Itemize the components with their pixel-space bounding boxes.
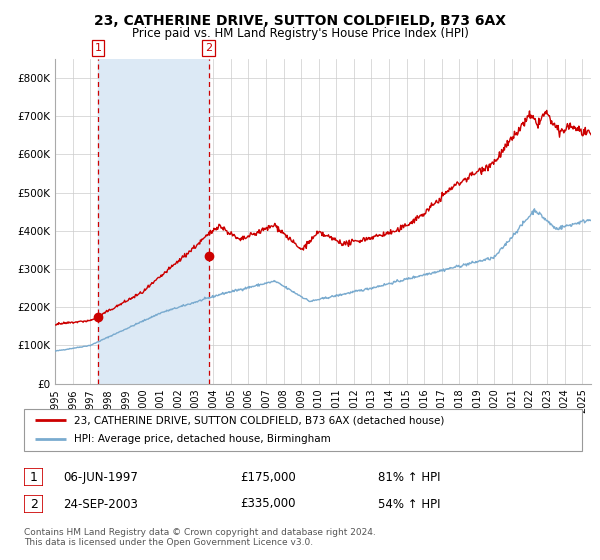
Text: 23, CATHERINE DRIVE, SUTTON COLDFIELD, B73 6AX: 23, CATHERINE DRIVE, SUTTON COLDFIELD, B… [94, 14, 506, 28]
Bar [98, 59, 209, 384]
Text: 1: 1 [29, 470, 38, 484]
Text: This data is licensed under the Open Government Licence v3.0.: This data is licensed under the Open Gov… [24, 538, 313, 547]
FancyBboxPatch shape [24, 495, 43, 513]
Text: HPI: Average price, detached house, Birmingham: HPI: Average price, detached house, Birm… [74, 435, 331, 445]
Text: 2: 2 [29, 497, 38, 511]
Text: £175,000: £175,000 [240, 470, 296, 484]
Text: £335,000: £335,000 [240, 497, 296, 511]
FancyBboxPatch shape [24, 468, 43, 486]
Text: 1: 1 [94, 43, 101, 53]
Text: 81% ↑ HPI: 81% ↑ HPI [378, 470, 440, 484]
Text: Price paid vs. HM Land Registry's House Price Index (HPI): Price paid vs. HM Land Registry's House … [131, 27, 469, 40]
Text: 2: 2 [205, 43, 212, 53]
Text: 54% ↑ HPI: 54% ↑ HPI [378, 497, 440, 511]
FancyBboxPatch shape [24, 409, 582, 451]
Text: 23, CATHERINE DRIVE, SUTTON COLDFIELD, B73 6AX (detached house): 23, CATHERINE DRIVE, SUTTON COLDFIELD, B… [74, 415, 445, 425]
Text: 06-JUN-1997: 06-JUN-1997 [63, 470, 138, 484]
Text: 24-SEP-2003: 24-SEP-2003 [63, 497, 138, 511]
Text: Contains HM Land Registry data © Crown copyright and database right 2024.: Contains HM Land Registry data © Crown c… [24, 528, 376, 536]
